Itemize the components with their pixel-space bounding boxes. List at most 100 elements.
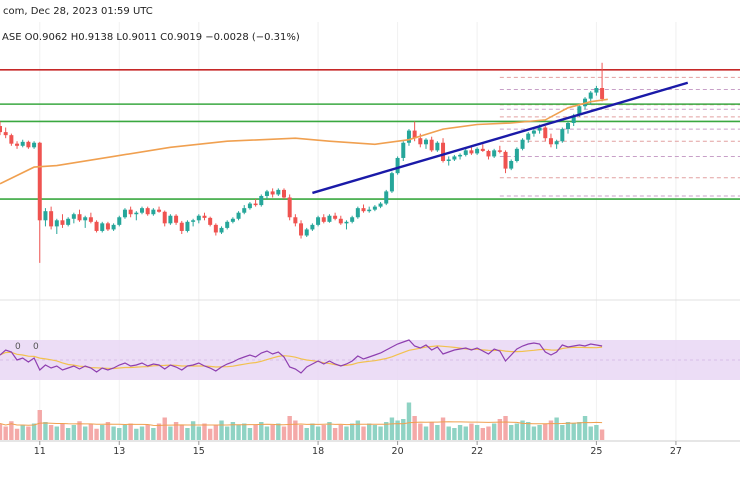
ohlc-readout: ASE O0.9062 H0.9138 L0.9011 C0.9019 −0.0… bbox=[2, 32, 300, 43]
candle-28 bbox=[157, 206, 162, 213]
volume-bar-94 bbox=[531, 426, 537, 440]
candle-body-76 bbox=[429, 139, 434, 151]
candle-body-46 bbox=[259, 195, 264, 206]
volume-bar-76 bbox=[429, 422, 434, 440]
volume-bar-13 bbox=[71, 425, 77, 440]
volume-bar-12 bbox=[65, 428, 71, 440]
candle-body-12 bbox=[66, 218, 71, 225]
volume-bar-70 bbox=[395, 420, 400, 440]
volume-bar-36 bbox=[202, 423, 207, 440]
candle-body-42 bbox=[236, 212, 241, 219]
volume-bar-84 bbox=[474, 425, 480, 440]
candle-4 bbox=[20, 139, 25, 148]
candle-39 bbox=[219, 226, 224, 234]
candle-50 bbox=[282, 188, 286, 200]
volume-bar-56 bbox=[315, 426, 321, 440]
candle-body-54 bbox=[304, 229, 309, 236]
candle-body-86 bbox=[486, 150, 491, 157]
candle-body-96 bbox=[543, 127, 548, 139]
volume-panel bbox=[0, 402, 605, 440]
candle-body-105 bbox=[594, 88, 599, 93]
candle-6 bbox=[32, 141, 37, 149]
volume-bar-50 bbox=[281, 426, 287, 440]
volume-bar-64 bbox=[361, 426, 366, 440]
candle-98 bbox=[554, 139, 559, 149]
candle-11 bbox=[60, 214, 65, 228]
volume-bar-82 bbox=[463, 426, 468, 440]
volume-bar-97 bbox=[548, 420, 554, 440]
volume-bar-20 bbox=[111, 426, 116, 440]
volume-bar-80 bbox=[452, 428, 457, 440]
volume-bar-66 bbox=[372, 425, 378, 440]
candle-body-98 bbox=[554, 141, 559, 145]
x-tick-label-2: 15 bbox=[193, 446, 205, 457]
candle-body-38 bbox=[213, 224, 218, 233]
candle-22 bbox=[122, 208, 127, 219]
candle-body-43 bbox=[242, 208, 247, 213]
candle-84 bbox=[475, 147, 480, 155]
candle-57 bbox=[321, 214, 326, 224]
candle-body-68 bbox=[384, 191, 389, 204]
candle-body-72 bbox=[406, 130, 411, 143]
candle-78 bbox=[441, 138, 446, 163]
candle-47 bbox=[264, 189, 269, 200]
volume-bar-39 bbox=[219, 420, 224, 440]
candle-100 bbox=[566, 121, 570, 134]
volume-bar-72 bbox=[406, 402, 412, 440]
x-tick-label-3: 18 bbox=[312, 446, 324, 457]
candle-body-29 bbox=[162, 211, 167, 224]
x-tick-label-0: 11 bbox=[34, 446, 46, 457]
volume-bar-18 bbox=[100, 425, 105, 440]
candle-body-39 bbox=[219, 227, 224, 233]
candle-body-93 bbox=[526, 133, 531, 140]
rsi-label-1: 0 bbox=[33, 342, 39, 352]
candle-body-48 bbox=[270, 191, 275, 195]
candle-83 bbox=[469, 147, 474, 155]
volume-bar-102 bbox=[577, 422, 582, 440]
volume-bar-89 bbox=[503, 416, 508, 440]
candle-body-73 bbox=[412, 130, 417, 139]
volume-bar-65 bbox=[367, 423, 372, 440]
candle-body-24 bbox=[134, 212, 139, 215]
volume-bar-75 bbox=[423, 426, 429, 440]
volume-bar-47 bbox=[264, 426, 270, 440]
rsi-line bbox=[0, 339, 603, 374]
candle-body-33 bbox=[185, 221, 190, 231]
candle-body-25 bbox=[140, 208, 144, 213]
candle-body-47 bbox=[264, 191, 269, 196]
candle-85 bbox=[480, 144, 485, 152]
candle-7 bbox=[37, 141, 42, 263]
trend-line-group bbox=[312, 81, 689, 195]
candle-62 bbox=[350, 215, 355, 224]
volume-bar-106 bbox=[599, 429, 605, 440]
candle-body-49 bbox=[276, 189, 281, 195]
candle-body-88 bbox=[497, 150, 502, 152]
volume-bar-87 bbox=[491, 423, 497, 440]
candle-body-5 bbox=[26, 141, 31, 148]
candle-body-80 bbox=[452, 156, 457, 160]
candle-26 bbox=[145, 206, 150, 216]
candle-80 bbox=[452, 154, 457, 161]
volume-bar-61 bbox=[344, 426, 349, 440]
volume-bar-46 bbox=[259, 422, 264, 440]
volume-bar-83 bbox=[469, 423, 474, 440]
volume-bar-7 bbox=[37, 410, 42, 440]
candle-body-34 bbox=[191, 220, 196, 222]
volume-bar-73 bbox=[412, 416, 417, 440]
candle-86 bbox=[486, 149, 491, 160]
candle-12 bbox=[66, 217, 71, 227]
candlestick-series bbox=[0, 62, 605, 263]
volume-bar-22 bbox=[122, 425, 128, 440]
candle-body-16 bbox=[88, 217, 93, 222]
rsi-band bbox=[0, 340, 740, 380]
candle-3 bbox=[15, 141, 20, 149]
candle-1 bbox=[3, 127, 8, 139]
volume-average-line bbox=[0, 421, 603, 427]
candle-106 bbox=[600, 62, 605, 102]
volume-bar-101 bbox=[571, 423, 576, 440]
x-tick-label-6: 25 bbox=[590, 446, 602, 457]
volume-bar-5 bbox=[26, 426, 31, 440]
candle-38 bbox=[213, 223, 218, 236]
x-tick-label-4: 20 bbox=[392, 446, 404, 457]
